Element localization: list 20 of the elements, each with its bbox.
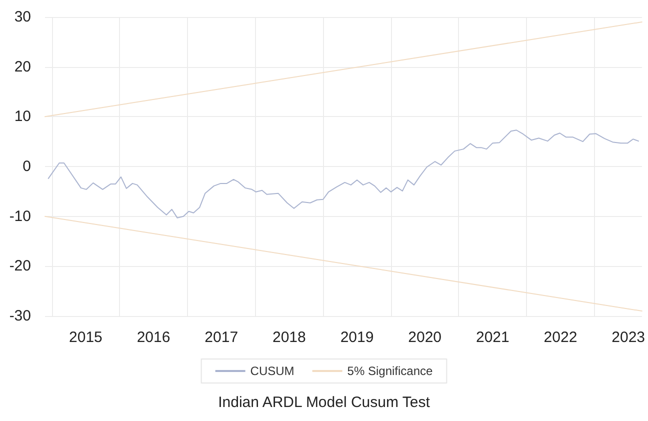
x-tick-label: 2021 — [476, 329, 510, 346]
y-tick-label: -30 — [9, 308, 31, 324]
legend-label: CUSUM — [250, 364, 294, 378]
y-tick-label: -10 — [9, 208, 31, 225]
text: Indian ARDL Model Cusum Test — [218, 394, 431, 411]
legend-label: 5% Significance — [347, 364, 434, 378]
y-tick-label: 20 — [14, 58, 31, 76]
x-tick-label: 2017 — [204, 329, 238, 346]
x-tick-label: 2015 — [69, 329, 102, 346]
y-tick-label: -20 — [9, 258, 31, 275]
x-tick-label: 2018 — [272, 329, 306, 346]
x-tick-label: 2020 — [408, 329, 442, 346]
y-tick-label: 0 — [22, 158, 31, 175]
x-tick-label: 2023 — [612, 329, 646, 346]
x-tick-label: 2022 — [544, 329, 578, 346]
line-series — [48, 130, 639, 218]
x-tick-label: 2019 — [340, 329, 374, 346]
x-tick-label: 2016 — [136, 329, 170, 346]
y-tick-label: 30 — [14, 8, 31, 26]
y-tick-label: 10 — [14, 108, 31, 126]
